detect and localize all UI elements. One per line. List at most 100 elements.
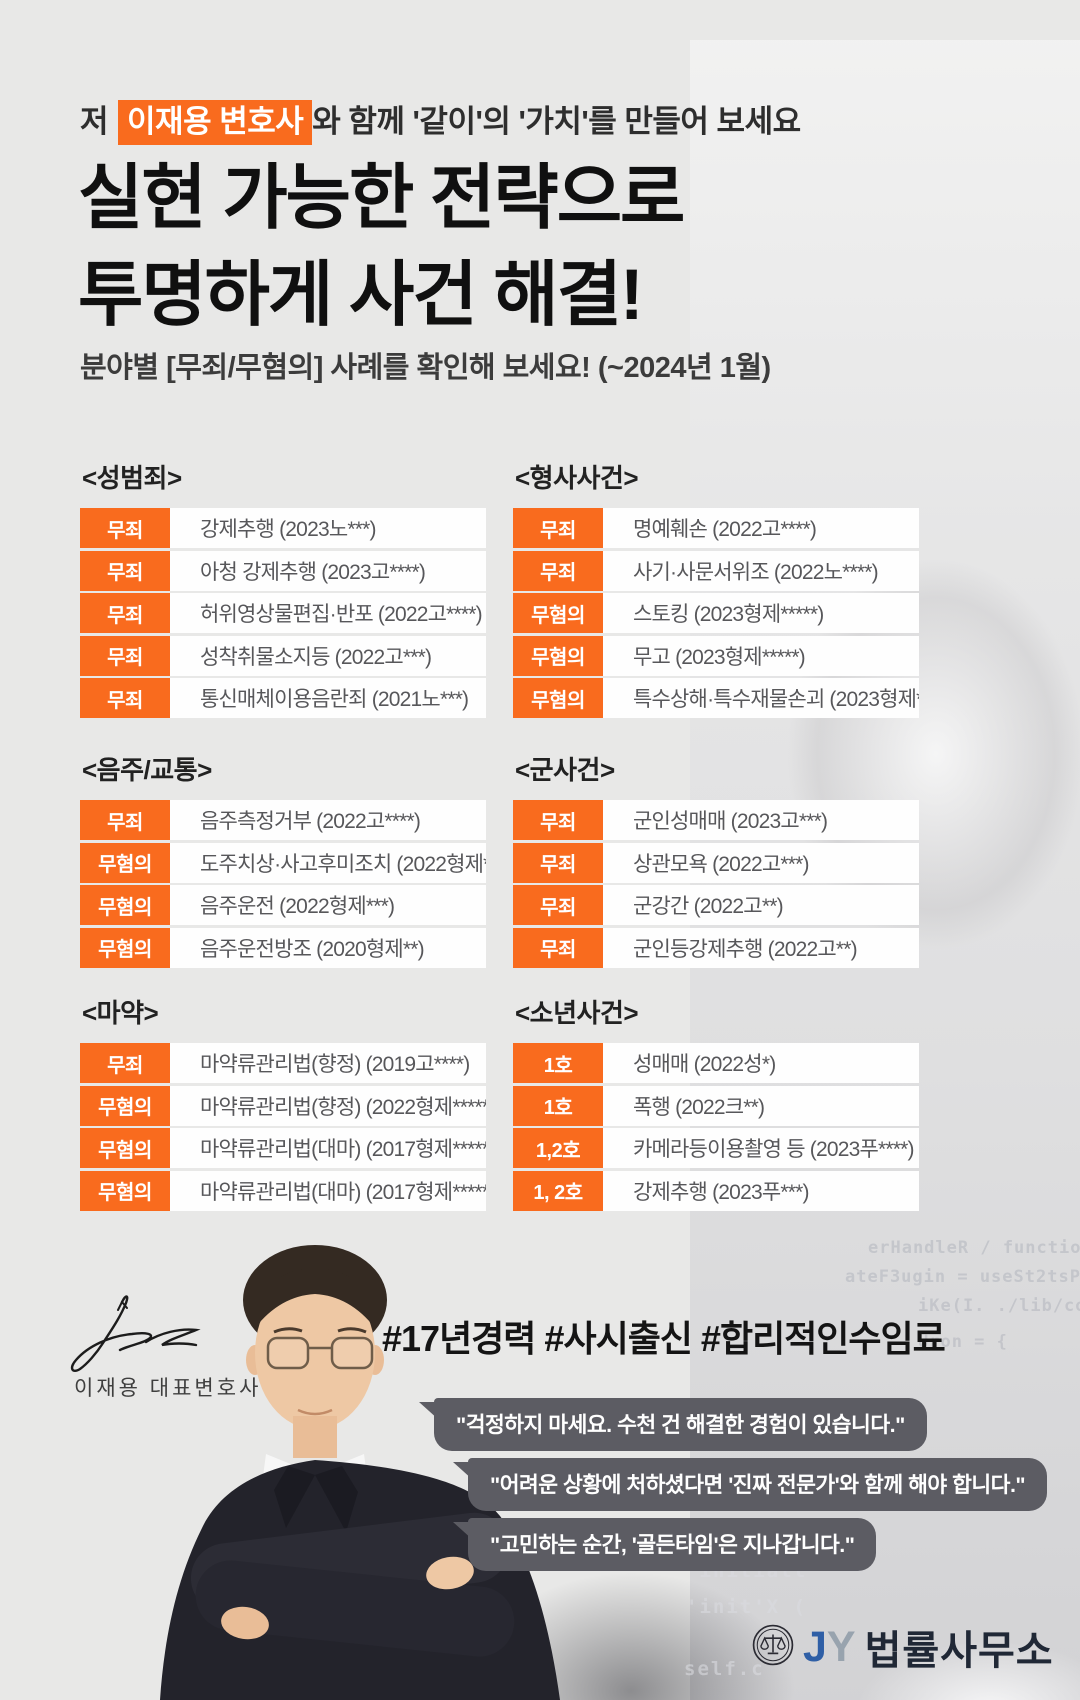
table-row: 무죄 음주측정거부 (2022고****) bbox=[80, 800, 486, 840]
verdict-badge: 무죄 bbox=[513, 508, 603, 548]
verdict-badge: 무죄 bbox=[80, 1043, 170, 1083]
table-row: 무죄 명예훼손 (2022고****) bbox=[513, 508, 919, 548]
case-table-military: <군사건> 무죄 군인성매매 (2023고***) 무죄 상관모욕 (2022고**… bbox=[513, 750, 919, 970]
table-row: 무혐의 무고 (2023형제*****) bbox=[513, 635, 919, 676]
case-table-criminal: <형사사건> 무죄 명예훼손 (2022고****) 무죄 사기·사문서위조 (20… bbox=[513, 458, 919, 721]
verdict-badge: 1,2호 bbox=[513, 1128, 603, 1168]
case-text: 상관모욕 (2022고***) bbox=[603, 842, 919, 883]
verdict-badge: 무죄 bbox=[80, 635, 170, 676]
verdict-badge: 무죄 bbox=[80, 593, 170, 633]
case-text: 성매매 (2022성*) bbox=[603, 1043, 919, 1083]
table-row: 무혐의 마약류관리법(향정) (2022형제*****) bbox=[80, 1085, 486, 1126]
verdict-badge: 무죄 bbox=[80, 508, 170, 548]
table-row: 무죄 통신매체이용음란죄 (2021노***) bbox=[80, 678, 486, 718]
verdict-badge: 무죄 bbox=[513, 885, 603, 925]
subtitle: 분야별 [무죄/무혐의] 사례를 확인해 보세요! (~2024년 1월) bbox=[80, 352, 771, 384]
verdict-badge: 무죄 bbox=[80, 678, 170, 718]
case-text: 아청 강제추행 (2023고****) bbox=[170, 550, 486, 591]
case-text: 스토킹 (2023형제*****) bbox=[603, 593, 919, 633]
logo-letter-y: Y bbox=[826, 1622, 856, 1671]
scales-of-justice-icon bbox=[752, 1624, 794, 1671]
verdict-badge: 무죄 bbox=[513, 927, 603, 968]
signature-name: 이재용 대표변호사 bbox=[74, 1377, 262, 1400]
case-text: 허위영상물편집·반포 (2022고****) bbox=[170, 593, 486, 633]
section-title: <소년사건> bbox=[515, 998, 639, 1028]
table-row: 무죄 군인등강제추행 (2022고**) bbox=[513, 927, 919, 968]
case-text: 마약류관리법(향정) (2019고****) bbox=[170, 1043, 486, 1083]
verdict-badge: 1호 bbox=[513, 1043, 603, 1083]
page-title: 실현 가능한 전략으로 투명하게 사건 해결! bbox=[78, 150, 685, 344]
intro-suffix: 와 함께 '같이'의 '가치'를 만들어 보세요 bbox=[312, 104, 801, 139]
table-row: 무죄 성착취물소지등 (2022고***) bbox=[80, 635, 486, 676]
section-title: <형사사건> bbox=[515, 463, 639, 493]
table-row: 1호 폭행 (2022크**) bbox=[513, 1085, 919, 1126]
table-row: 무혐의 마약류관리법(대마) (2017형제*****) bbox=[80, 1170, 486, 1211]
firm-logo: JY 법률사무소 bbox=[752, 1618, 1054, 1676]
case-text: 통신매체이용음란죄 (2021노***) bbox=[170, 678, 486, 718]
section-title: <군사건> bbox=[515, 755, 615, 785]
case-text: 음주측정거부 (2022고****) bbox=[170, 800, 486, 840]
case-text: 음주운전방조 (2020형제**) bbox=[170, 927, 486, 968]
verdict-badge: 무죄 bbox=[513, 550, 603, 591]
quote-bubble: "고민하는 순간, '골든타임'은 지나갑니다." bbox=[452, 1518, 877, 1571]
table-row: 무혐의 스토킹 (2023형제*****) bbox=[513, 593, 919, 633]
verdict-badge: 무혐의 bbox=[513, 635, 603, 676]
verdict-badge: 무죄 bbox=[80, 550, 170, 591]
case-text: 무고 (2023형제*****) bbox=[603, 635, 919, 676]
section-title: <성범죄> bbox=[82, 463, 182, 493]
verdict-badge: 무죄 bbox=[80, 800, 170, 840]
table-row: 1호 성매매 (2022성*) bbox=[513, 1043, 919, 1083]
table-row: 무죄 허위영상물편집·반포 (2022고****) bbox=[80, 593, 486, 633]
table-row: 무혐의 음주운전 (2022형제***) bbox=[80, 885, 486, 925]
verdict-badge: 무죄 bbox=[513, 842, 603, 883]
section-title: <음주/교통> bbox=[82, 755, 212, 785]
case-text: 도주치상·사고후미조치 (2022형제*****) bbox=[170, 842, 486, 883]
table-row: 무혐의 음주운전방조 (2020형제**) bbox=[80, 927, 486, 968]
quote-bubble: "어려운 상황에 처하셨다면 '진짜 전문가'와 함께 해야 합니다." bbox=[452, 1458, 1048, 1511]
case-text: 강제추행 (2023노***) bbox=[170, 508, 486, 548]
case-text: 군인등강제추행 (2022고**) bbox=[603, 927, 919, 968]
table-row: 무혐의 마약류관리법(대마) (2017형제*****) bbox=[80, 1128, 486, 1168]
verdict-badge: 무혐의 bbox=[80, 885, 170, 925]
verdict-badge: 무혐의 bbox=[80, 1170, 170, 1211]
case-text: 사기·사문서위조 (2022노****) bbox=[603, 550, 919, 591]
case-text: 마약류관리법(대마) (2017형제*****) bbox=[170, 1170, 486, 1211]
table-row: 1,2호 카메라등이용촬영 등 (2023푸****) bbox=[513, 1128, 919, 1168]
quote-bubble: "걱정하지 마세요. 수천 건 해결한 경험이 있습니다." bbox=[419, 1398, 927, 1451]
table-row: 무죄 상관모욕 (2022고***) bbox=[513, 842, 919, 883]
verdict-badge: 무혐의 bbox=[513, 678, 603, 718]
logo-letter-j: J bbox=[803, 1622, 827, 1671]
table-row: 1, 2호 강제추행 (2023푸***) bbox=[513, 1170, 919, 1211]
background-screen-glow bbox=[800, 1590, 1080, 1700]
case-text: 폭행 (2022크**) bbox=[603, 1085, 919, 1126]
section-title: <마약> bbox=[82, 998, 159, 1028]
case-text: 명예훼손 (2022고****) bbox=[603, 508, 919, 548]
verdict-badge: 무혐의 bbox=[80, 842, 170, 883]
table-row: 무죄 군인성매매 (2023고***) bbox=[513, 800, 919, 840]
signature-scribble bbox=[60, 1288, 220, 1385]
verdict-badge: 1, 2호 bbox=[513, 1170, 603, 1211]
table-row: 무죄 사기·사문서위조 (2022노****) bbox=[513, 550, 919, 591]
intro-prefix: 저 bbox=[80, 104, 109, 139]
table-row: 무죄 아청 강제추행 (2023고****) bbox=[80, 550, 486, 591]
table-row: 무죄 강제추행 (2023노***) bbox=[80, 508, 486, 548]
title-line-2: 투명하게 사건 해결! bbox=[78, 256, 644, 335]
table-row: 무죄 마약류관리법(향정) (2019고****) bbox=[80, 1043, 486, 1083]
case-text: 성착취물소지등 (2022고***) bbox=[170, 635, 486, 676]
verdict-badge: 무혐의 bbox=[80, 1085, 170, 1126]
case-table-juvenile: <소년사건> 1호 성매매 (2022성*) 1호 폭행 (2022크**) 1,2… bbox=[513, 993, 919, 1213]
case-table-sex-crime: <성범죄> 무죄 강제추행 (2023노***) 무죄 아청 강제추행 (2023고… bbox=[80, 458, 486, 721]
lawyer-photo bbox=[150, 1228, 570, 1700]
case-text: 특수상해·특수재물손괴 (2023형제*****) bbox=[603, 678, 919, 718]
case-text: 음주운전 (2022형제***) bbox=[170, 885, 486, 925]
logo-jy: JY bbox=[803, 1623, 856, 1672]
hashtags: #17년경력 #사시출신 #합리적인수임료 bbox=[382, 1318, 946, 1359]
lawyer-name-highlight: 이재용 변호사 bbox=[118, 100, 313, 145]
title-line-1: 실현 가능한 전략으로 bbox=[78, 159, 685, 238]
verdict-badge: 무혐의 bbox=[513, 593, 603, 633]
table-row: 무죄 군강간 (2022고**) bbox=[513, 885, 919, 925]
verdict-badge: 무혐의 bbox=[80, 927, 170, 968]
case-text: 군인성매매 (2023고***) bbox=[603, 800, 919, 840]
